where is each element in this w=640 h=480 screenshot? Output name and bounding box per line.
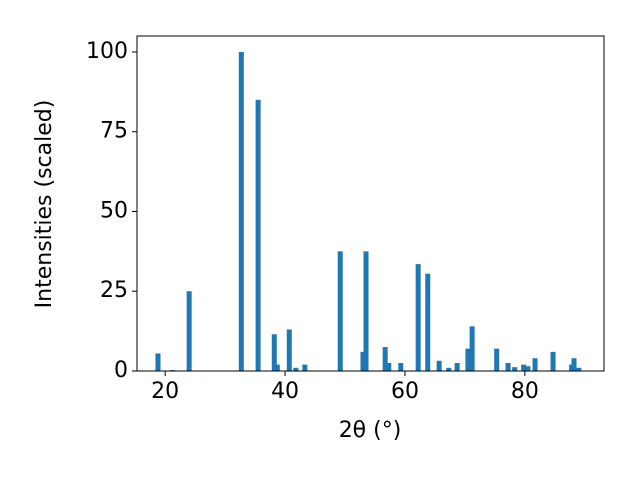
bar <box>337 251 343 371</box>
bar <box>186 291 192 371</box>
bar <box>238 51 244 371</box>
y-tick-label: 50 <box>100 198 128 223</box>
bar <box>550 351 556 371</box>
y-tick-label: 75 <box>100 119 128 144</box>
x-tick-label: 20 <box>151 379 179 404</box>
x-tick-label: 80 <box>511 379 539 404</box>
bar <box>436 360 442 371</box>
bar <box>512 367 518 371</box>
y-tick-label: 100 <box>86 39 128 64</box>
bar <box>521 364 527 371</box>
bar <box>386 363 392 371</box>
bar <box>505 363 511 371</box>
y-tick-label: 0 <box>114 358 128 383</box>
bar <box>469 326 475 371</box>
bar <box>398 363 404 371</box>
y-tick-label: 25 <box>100 278 128 303</box>
bar <box>293 367 299 371</box>
bar <box>382 347 388 371</box>
bar <box>571 358 577 371</box>
x-axis-label: 2θ (°) <box>339 418 402 443</box>
bar <box>446 367 452 371</box>
bar <box>465 348 471 371</box>
y-axis-label: Intensities (scaled) <box>32 100 57 309</box>
bar <box>532 358 538 371</box>
bar <box>274 364 280 371</box>
bar <box>363 251 369 371</box>
bar <box>155 353 161 371</box>
bar <box>415 264 421 371</box>
x-tick-label: 60 <box>391 379 419 404</box>
bar <box>255 99 261 372</box>
plot-frame <box>136 35 605 372</box>
bar <box>576 367 582 371</box>
bar <box>425 273 431 371</box>
bar <box>525 366 531 371</box>
bar <box>286 329 292 371</box>
bar <box>494 348 500 371</box>
x-tick-label: 40 <box>271 379 299 404</box>
bar <box>302 364 308 371</box>
bar <box>454 363 460 371</box>
bar <box>360 351 366 371</box>
bar <box>271 334 277 371</box>
